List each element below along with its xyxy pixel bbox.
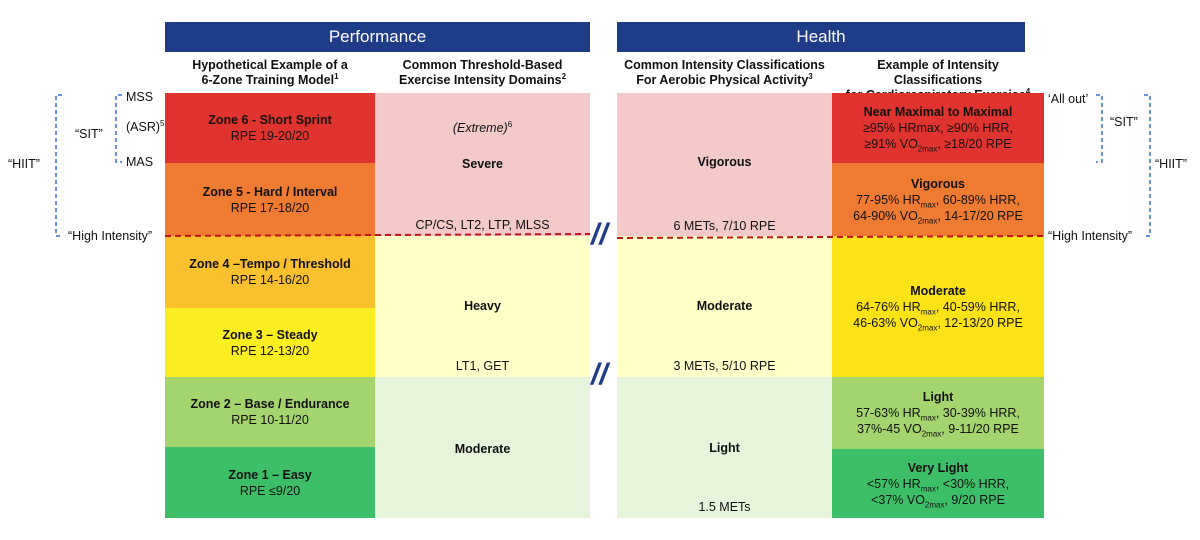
label-hiit-right: “HIIT” [1155,157,1187,171]
zone-4-box: Zone 4 –Tempo / Threshold RPE 14-16/20 [165,236,375,308]
label-high-intensity-left: “High Intensity” [68,229,153,243]
zone-3-box: Zone 3 – Steady RPE 12-13/20 [165,308,375,377]
heavy-label: Heavy [464,299,501,313]
severe-domain-box: (Extreme)6 Severe CP/CS, LT2, LTP, MLSS [375,93,590,236]
cardio-vigorous-box: Vigorous 77-95% HRmax, 60-89% HRR, 64-90… [832,163,1044,236]
aerobic-vigorous-note: 6 METs, 7/10 RPE [673,219,776,233]
axis-break-slash-lower: // [591,358,608,391]
aerobic-vigorous-label: Vigorous [697,155,752,169]
zone-5-box: Zone 5 - Hard / Interval RPE 17-18/20 [165,163,375,236]
label-all-out: ‘All out’ [1048,92,1089,106]
severe-label: Severe [461,157,503,171]
cardio-light-box: Light 57-63% HRmax, 30-39% HRR, 37%-45 V… [832,377,1044,449]
label-asr: (ASR)5 [126,118,165,134]
aerobic-light-label: Light [709,441,740,455]
moderate-domain-box: Moderate [375,377,590,518]
health-banner: Health [617,22,1025,52]
aerobic-moderate-box: Moderate 3 METs, 5/10 RPE [617,236,832,377]
aerobic-light-note: 1.5 METs [698,500,751,514]
label-mss: MSS [126,90,154,104]
performance-banner: Performance [165,22,590,52]
extreme-label: (Extreme)6 [452,119,513,135]
heavy-domain-box: Heavy LT1, GET [375,236,590,377]
zone-6-box: Zone 6 - Short Sprint RPE 19-20/20 [165,93,375,163]
heavy-thresholds: LT1, GET [455,359,510,373]
header-aerobic-classifications: Common Intensity Classifications For Aer… [624,58,825,87]
axis-break-slash-upper: // [591,218,608,251]
zone-1-box: Zone 1 – Easy RPE ≤9/20 [165,447,375,518]
label-mas: MAS [126,155,154,169]
header-training-model: Hypothetical Example of a 6-Zone Trainin… [192,58,348,87]
label-hiit-left: “HIIT” [8,157,40,171]
cardio-near-maximal-box: Near Maximal to Maximal ≥95% HRmax, ≥90%… [832,93,1044,163]
header-intensity-domains: Common Threshold-Based Exercise Intensit… [398,58,567,87]
cardio-very-light-box: Very Light <57% HRmax, <30% HRR, <37% VO… [832,449,1044,518]
moderate-label: Moderate [454,442,511,456]
label-high-intensity-right: “High Intensity” [1048,229,1133,243]
aerobic-moderate-label: Moderate [696,299,753,313]
aerobic-moderate-note: 3 METs, 5/10 RPE [673,359,776,373]
cardio-moderate-box: Moderate 64-76% HRmax, 40-59% HRR, 46-63… [832,236,1044,377]
severe-thresholds: CP/CS, LT2, LTP, MLSS [415,218,550,232]
aerobic-vigorous-box: Vigorous 6 METs, 7/10 RPE [617,93,832,236]
label-sit-right: “SIT” [1110,115,1138,129]
aerobic-light-box: Light 1.5 METs [617,377,832,518]
zone-2-box: Zone 2 – Base / Endurance RPE 10-11/20 [165,377,375,447]
label-sit-left: “SIT” [75,127,103,141]
